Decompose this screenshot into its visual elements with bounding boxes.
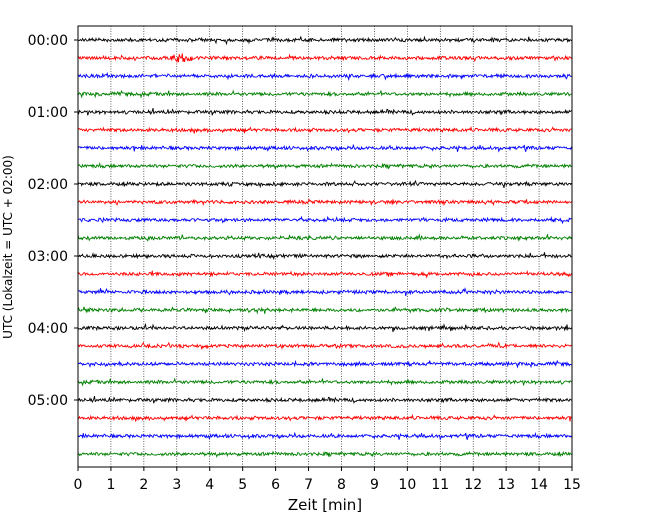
trace-line [77,53,572,64]
x-tick-label: 11 [431,477,449,493]
x-tick-label: 12 [464,477,482,493]
y-tick-label: 04:00 [28,321,68,337]
trace-line [77,396,572,404]
trace-line [77,215,572,225]
x-tick-label: 8 [337,477,346,493]
x-tick-label: 4 [205,477,214,493]
trace-line [77,322,572,333]
x-tick-label: 3 [172,477,181,493]
trace-line [77,431,572,441]
x-axis-label: Zeit [min] [288,496,362,514]
trace-line [77,179,572,189]
trace-line [77,35,572,46]
trace-line [77,89,572,99]
trace-line [77,252,572,261]
y-tick-label: 02:00 [28,177,68,193]
trace-line [77,108,572,116]
x-tick-label: 5 [238,477,247,493]
y-axis-label: UTC (Lokalzeit = UTC + 02:00) [1,155,15,339]
x-tick-label: 10 [398,477,416,493]
trace-line [77,198,572,207]
y-axis-ticks: 00:00 01:00 02:00 03:00 04:00 05:00 [28,33,78,409]
trace-line [77,233,572,242]
trace-line [77,450,572,458]
trace-line [77,413,572,422]
trace-line [77,143,572,153]
trace-line [77,306,572,315]
trace-group [77,35,572,458]
x-tick-label: 1 [106,477,115,493]
trace-line [77,270,572,279]
y-tick-label: 03:00 [28,249,68,265]
x-tick-label: 7 [304,477,313,493]
y-tick-label: 00:00 [28,33,68,49]
x-tick-label: 9 [370,477,379,493]
trace-line [77,71,572,82]
y-tick-label: 01:00 [28,105,68,121]
trace-line [77,341,572,350]
x-tick-label: 14 [530,477,548,493]
trace-line [77,359,572,369]
trace-line [77,161,572,170]
trace-line [77,377,572,387]
x-axis-ticks: 0 1 2 3 4 5 6 7 8 9 10 11 12 13 14 15 [74,467,581,493]
x-tick-label: 13 [497,477,515,493]
x-tick-label: 0 [74,477,83,493]
x-tick-label: 2 [139,477,148,493]
x-tick-label: 15 [563,477,581,493]
y-tick-label: 05:00 [28,393,68,409]
trace-line [77,287,572,297]
x-tick-label: 6 [271,477,280,493]
plot-frame [77,25,573,468]
trace-line [77,125,572,134]
grid-lines [110,26,540,467]
